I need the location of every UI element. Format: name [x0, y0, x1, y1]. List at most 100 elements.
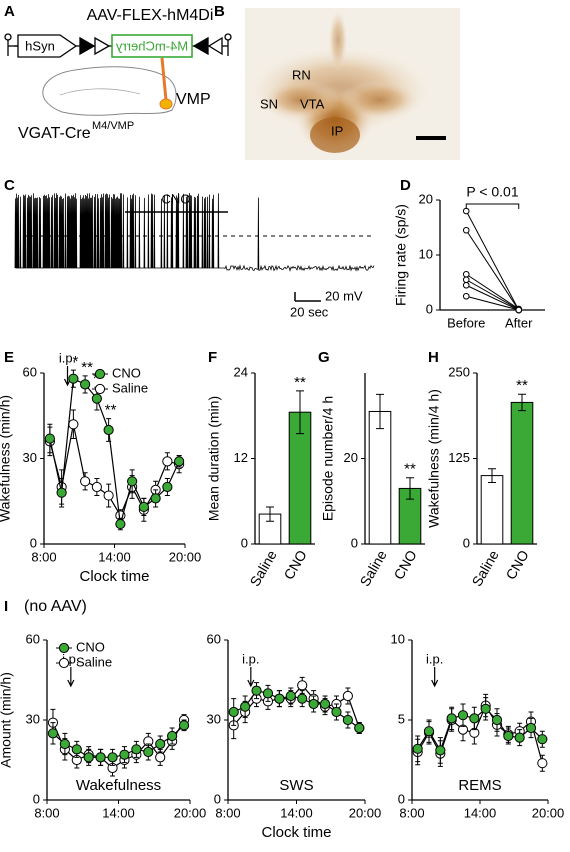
chart: 0 30 60 8:00 14:00 20:00 Clock time SWS i.p. — [207, 631, 382, 841]
point — [412, 743, 423, 754]
series-line — [49, 377, 180, 525]
y-axis-label: Episode number/4 h — [320, 396, 336, 521]
region-label: IP — [331, 123, 343, 138]
error-bar — [488, 468, 496, 483]
pair-line — [466, 279, 519, 310]
annotation: i.p. — [59, 350, 76, 365]
point — [285, 690, 296, 702]
chart: 0 125 250 Wakefulness (min/4 h) Saline ** CNO — [426, 364, 537, 589]
point — [103, 490, 114, 501]
mouse-line-superscript: M4/VMP — [92, 120, 134, 132]
pair-point — [462, 226, 470, 234]
point — [537, 758, 548, 769]
point — [59, 738, 70, 750]
x-tick-label: 8:00 — [34, 805, 59, 820]
construct-diagram: AAV-FLEX-hM4Di hSyn M4-mCherry VMP VGAT-… — [4, 7, 232, 142]
y-tick-label: 30 — [26, 711, 40, 726]
legend-marker — [58, 657, 70, 669]
y-tick-label: 0 — [426, 301, 433, 316]
chart: 0 30 60 Wakefulness (min/h) 8:00 14:00 20:00 Cl… — [0, 350, 201, 585]
error-bar — [296, 390, 304, 435]
significance: ** — [81, 359, 93, 376]
point — [435, 745, 446, 756]
legend-label: Saline — [76, 654, 112, 669]
target-region: VMP — [176, 91, 211, 108]
y-tick-label: 0 — [214, 791, 221, 806]
pair-point — [462, 270, 470, 278]
point — [480, 703, 491, 714]
panel-label: H — [428, 349, 439, 366]
point — [469, 713, 480, 724]
histology-image: RN SN VTA IP — [245, 8, 460, 160]
mouse-line: VGAT-Cre — [18, 125, 91, 142]
point — [446, 713, 457, 724]
p-value: P < 0.01 — [466, 184, 519, 200]
y-tick-label: 0 — [33, 791, 40, 806]
x-tick-label: After — [505, 315, 533, 330]
point — [262, 688, 274, 699]
x-tick-label: CNO — [280, 547, 309, 582]
pair-line — [465, 229, 520, 311]
legend-marker — [94, 383, 106, 395]
y-tick-label: 250 — [448, 364, 470, 379]
x-tick-label: Saline — [246, 547, 279, 589]
y-tick-label: 0 — [398, 791, 405, 806]
annotation-arrow — [247, 667, 255, 688]
x-tick-label: 20:00 — [169, 549, 202, 564]
point — [174, 456, 185, 467]
x-axis-label: Clock time — [79, 568, 149, 585]
x-tick-label: 8:00 — [31, 549, 56, 564]
point — [155, 738, 166, 750]
significance: * — [72, 353, 78, 370]
voltage-trace: CNO 20 mV 20 sec — [14, 191, 375, 319]
chart-title: REMS — [458, 777, 501, 794]
x-tick-label: CNO — [502, 547, 531, 582]
x-tick-label: 14:00 — [464, 805, 497, 820]
pair-line — [465, 210, 520, 311]
y-tick-label: 10 — [391, 631, 405, 646]
y-axis-label: Mean duration (min) — [206, 396, 222, 521]
x-tick-label: 8:00 — [215, 805, 240, 820]
legend-label: CNO — [112, 365, 141, 380]
point — [537, 734, 548, 745]
y-tick-label: 24 — [234, 364, 248, 379]
point — [68, 373, 79, 384]
x-tick-label: 8:00 — [399, 805, 424, 820]
point — [162, 456, 173, 467]
point — [331, 706, 342, 718]
y-tick-label: 20 — [419, 191, 433, 206]
point — [143, 746, 154, 758]
point — [297, 693, 308, 704]
y-tick-label: 0 — [241, 535, 248, 550]
significance: ** — [516, 377, 528, 394]
point — [127, 476, 138, 487]
annotation: i.p. — [426, 651, 443, 666]
bar — [480, 475, 504, 545]
pair-line — [466, 295, 519, 311]
point — [155, 752, 166, 763]
significance: ** — [105, 402, 117, 419]
pair-line — [466, 284, 519, 311]
chart-title: Wakefulness — [76, 777, 161, 794]
pair-point — [515, 306, 523, 314]
y-tick-label: 30 — [23, 450, 37, 465]
y-tick-label: 0 — [351, 535, 358, 550]
region-label: RN — [292, 67, 311, 82]
point — [342, 690, 353, 702]
point — [423, 726, 435, 737]
point — [95, 752, 106, 763]
legend-marker — [94, 368, 106, 380]
point — [342, 714, 353, 726]
x-tick-label: 14:00 — [102, 805, 135, 820]
y-tick-label: 60 — [26, 631, 40, 646]
point — [91, 481, 102, 493]
point — [91, 393, 102, 404]
point — [457, 710, 469, 721]
point — [308, 698, 319, 710]
chart: 0 12 24 Mean duration (min) Saline ** CNO — [206, 364, 315, 589]
bracket — [465, 203, 520, 209]
point — [228, 706, 239, 718]
error-bar — [266, 506, 274, 522]
chart-title: SWS — [279, 777, 313, 794]
